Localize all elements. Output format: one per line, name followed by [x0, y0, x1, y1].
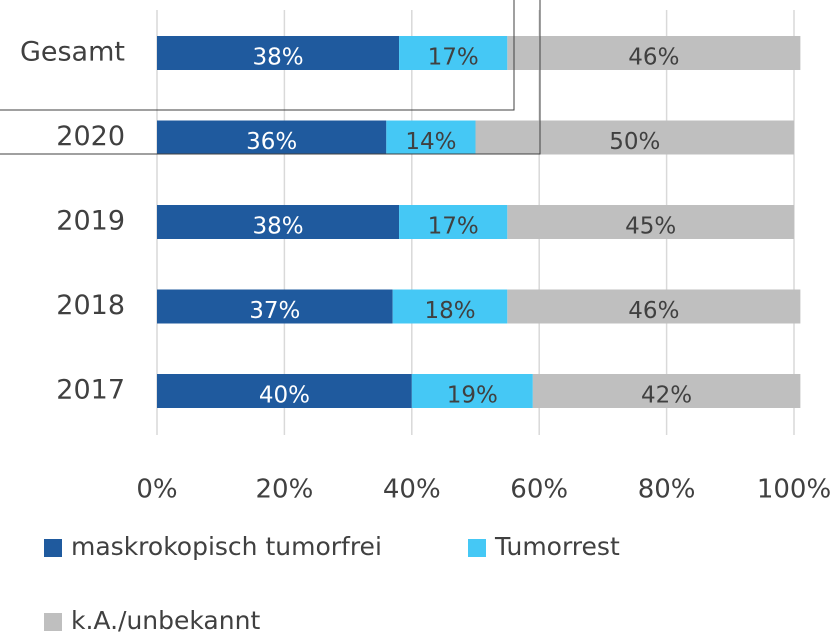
x-tick-label: 100% — [757, 475, 831, 505]
data-label: 19% — [447, 383, 498, 409]
data-label: 36% — [246, 129, 297, 155]
data-label: 17% — [428, 45, 479, 71]
y-tick-label: Gesamt — [20, 37, 125, 68]
bar-segment — [157, 205, 400, 239]
bar-segment — [392, 289, 508, 324]
legend-label: Tumorrest — [494, 532, 620, 561]
data-label: 50% — [609, 129, 660, 155]
bar-segment — [507, 36, 801, 70]
y-tick-label: 2019 — [56, 206, 125, 237]
bar-segment — [532, 374, 801, 408]
bar-segment — [157, 120, 387, 155]
bar-segment — [475, 120, 794, 155]
bar-segment — [411, 374, 533, 408]
bar-segment — [386, 120, 476, 155]
y-tick-label: 2020 — [56, 121, 125, 152]
x-tick-label: 40% — [383, 475, 441, 505]
legend-swatch — [468, 539, 486, 557]
legend-swatch — [44, 613, 62, 631]
legend-swatch — [44, 539, 62, 557]
x-tick-label: 60% — [510, 475, 568, 505]
y-tick-label: 2017 — [56, 375, 125, 406]
data-label: 14% — [405, 129, 456, 155]
x-tick-label: 20% — [256, 475, 314, 505]
data-label: 45% — [625, 214, 676, 240]
bar-segment — [157, 289, 393, 324]
annotation-box — [0, 0, 541, 155]
y-tick-label: 2018 — [56, 290, 125, 321]
data-label: 17% — [428, 214, 479, 240]
x-tick-label: 80% — [638, 475, 696, 505]
data-label: 37% — [249, 298, 300, 324]
data-label: 40% — [259, 383, 310, 409]
data-label: 46% — [628, 45, 679, 71]
bar-segment — [399, 36, 508, 70]
bar-segment — [157, 374, 412, 408]
data-label: 42% — [641, 383, 692, 409]
legend-label: maskrokopisch tumorfrei — [71, 532, 382, 561]
data-label: 46% — [628, 298, 679, 324]
bars: 38% 17% 46% 36% 14% 50% 38% 17% 45% 37% 18% 46% 40% 1… — [157, 36, 801, 409]
data-label: 38% — [252, 214, 303, 240]
bar-segment — [157, 36, 400, 70]
data-label: 38% — [252, 45, 303, 71]
legend-label: k.A./unbekannt — [71, 606, 260, 635]
data-label: 18% — [424, 298, 475, 324]
bar-segment — [399, 205, 508, 239]
annotation-box — [0, 0, 515, 111]
x-tick-label: 0% — [136, 475, 177, 505]
bar-segment — [507, 289, 801, 324]
bar-segment — [507, 205, 794, 239]
